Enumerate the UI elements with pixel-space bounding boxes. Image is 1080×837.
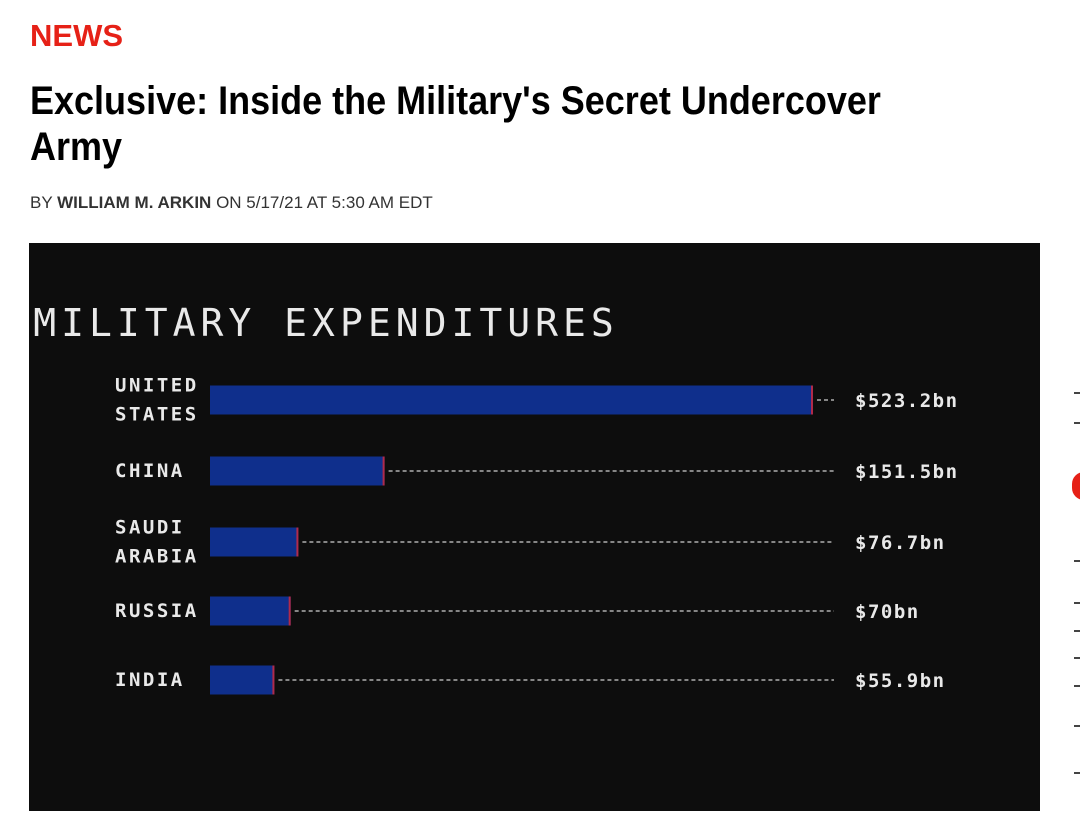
bar (210, 385, 813, 415)
byline: BY WILLIAM M. ARKIN ON 5/17/21 AT 5:30 A… (30, 193, 433, 213)
bar-end-tick (382, 456, 385, 486)
bar-end-tick (296, 527, 299, 557)
category-label: STATES (115, 404, 199, 426)
value-label: $70bn (855, 601, 920, 623)
value-label: $151.5bn (855, 461, 959, 483)
byline-prefix: BY (30, 193, 53, 212)
value-label: $523.2bn (855, 390, 959, 412)
bar (210, 665, 275, 695)
section-label[interactable]: NEWS (30, 18, 123, 53)
byline-author[interactable]: WILLIAM M. ARKIN (57, 193, 212, 212)
page-edge-fragment (1070, 380, 1080, 820)
bar (210, 527, 299, 557)
bar (210, 596, 291, 626)
chart-title: MILITARY EXPENDITURES (33, 301, 618, 345)
chart-figure: MILITARY EXPENDITURES UNITED STATES $523.2b… (29, 243, 1040, 811)
bar-end-tick (811, 385, 813, 415)
value-label: $55.9bn (855, 670, 946, 692)
bar-end-tick (272, 665, 275, 695)
bar-end-tick (288, 596, 291, 626)
category-label: CHINA (115, 460, 185, 482)
category-label: RUSSIA (115, 600, 199, 622)
category-label: SAUDI (115, 517, 185, 539)
category-label: UNITED (115, 375, 199, 397)
article-headline: Exclusive: Inside the Military's Secret … (30, 79, 881, 169)
category-label: ARABIA (115, 546, 199, 568)
military-expenditures-chart: MILITARY EXPENDITURES UNITED STATES $523.2b… (33, 301, 959, 695)
category-label: INDIA (115, 669, 185, 691)
value-label: $76.7bn (855, 532, 946, 554)
bar (210, 456, 385, 486)
byline-date: ON 5/17/21 AT 5:30 AM EDT (216, 193, 433, 212)
